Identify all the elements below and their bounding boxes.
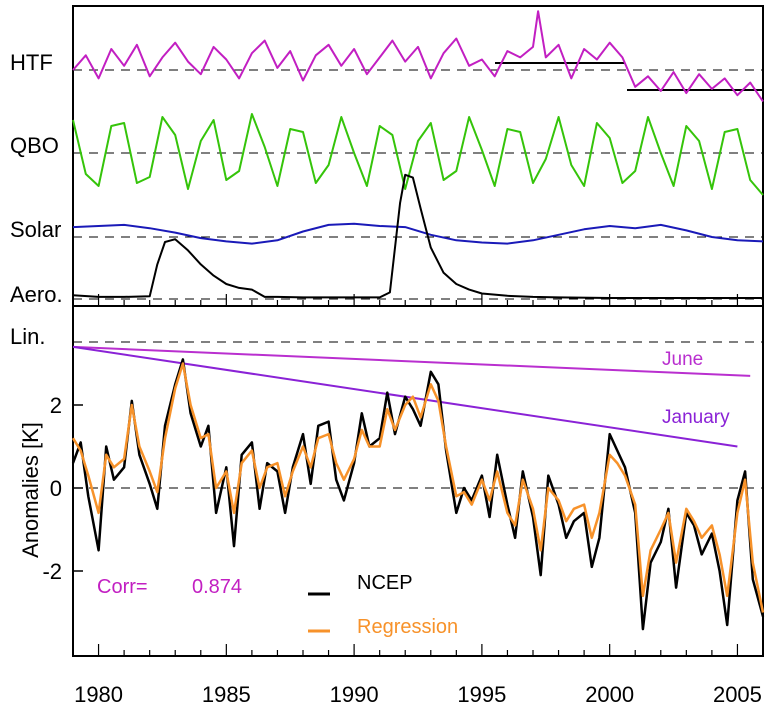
series-solar-line [72,222,764,245]
y-tick-label: 0 [50,476,62,501]
x-tick-label: 1980 [74,682,123,707]
x-ticks: 1980 1985 1990 1995 2000 2005 [72,294,764,707]
label-solar: Solar [10,217,61,242]
legend: NCEP Regression [308,572,458,638]
y-tick-label: -2 [42,559,62,584]
series-regression-line [71,362,765,613]
y-axis-label: Anomalies [K] [18,422,43,558]
june-label: June [662,349,703,370]
series-june-trend [72,345,751,377]
label-qbo: QBO [10,133,59,158]
series-qbo-line [72,113,764,196]
series-ncep-line [71,358,765,631]
label-htf: HTF [10,50,53,75]
x-tick-label: 2000 [585,682,634,707]
htf-period-means [495,62,763,91]
legend-ncep-label: NCEP [357,572,413,594]
label-lin: Lin. [10,324,45,349]
upper-panel-frame [72,5,764,307]
y-tick-label: 2 [50,393,62,418]
x-tick-label: 1990 [330,682,379,707]
x-tick-label: 1995 [457,682,506,707]
january-label: January [662,407,730,428]
series-aero-line [72,173,763,299]
y-ticks: -2 0 2 [42,393,83,584]
corr-label: Corr= [97,576,148,598]
lower-panel-frame [72,305,764,657]
corr-value: 0.874 [192,576,242,598]
x-tick-label: 1985 [202,682,251,707]
label-aero: Aero. [10,282,63,307]
series-htf-line [72,10,764,103]
x-tick-label: 2005 [713,682,762,707]
baselines [73,69,763,489]
legend-regression-label: Regression [357,616,458,638]
